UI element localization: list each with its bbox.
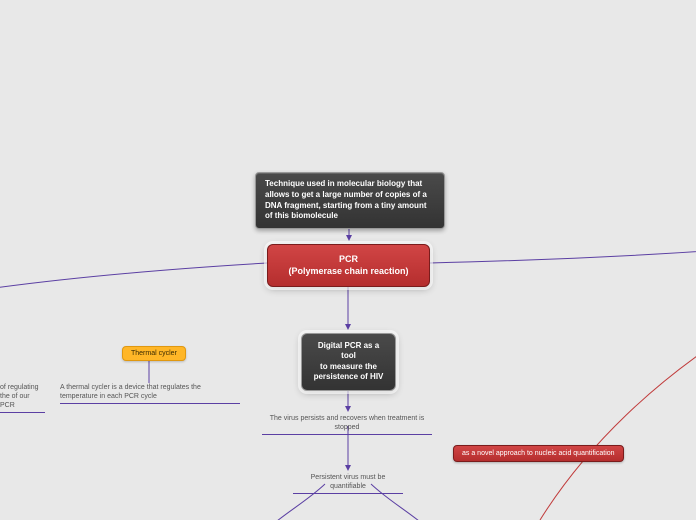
node-thermal-text: Thermal cycler	[131, 350, 177, 357]
node-thermal-cycler[interactable]: Thermal cycler	[122, 346, 186, 361]
node-digital-line1: Digital PCR as a tool	[312, 341, 385, 362]
node-thermal-desc: A thermal cycler is a device that regula…	[60, 383, 240, 404]
node-technique-text: Technique used in molecular biology that…	[265, 179, 427, 220]
node-pcr-line1: PCR	[282, 254, 415, 266]
node-technique[interactable]: Technique used in molecular biology that…	[255, 172, 445, 229]
node-quantifiable[interactable]: Persistent virus must be quantifiable	[293, 473, 403, 494]
node-novel-text: as a novel approach to nucleic acid quan…	[462, 450, 615, 457]
node-thermal-desc-text: A thermal cycler is a device that regula…	[60, 384, 201, 400]
node-thermal-desc2-text: of regulating the of our PCR	[0, 384, 39, 409]
node-quantifiable-text: Persistent virus must be quantifiable	[311, 474, 386, 490]
node-persists[interactable]: The virus persists and recovers when tre…	[262, 414, 432, 435]
node-digital-line2: to measure the	[312, 362, 385, 372]
node-thermal-desc2: of regulating the of our PCR	[0, 383, 45, 413]
node-digital-pcr[interactable]: Digital PCR as a tool to measure the per…	[301, 333, 396, 391]
node-pcr-line2: (Polymerase chain reaction)	[282, 266, 415, 278]
node-persists-text: The virus persists and recovers when tre…	[270, 415, 424, 431]
node-novel-approach[interactable]: as a novel approach to nucleic acid quan…	[453, 445, 624, 462]
node-pcr[interactable]: PCR (Polymerase chain reaction)	[267, 244, 430, 287]
node-digital-line3: persistence of HIV	[312, 372, 385, 382]
